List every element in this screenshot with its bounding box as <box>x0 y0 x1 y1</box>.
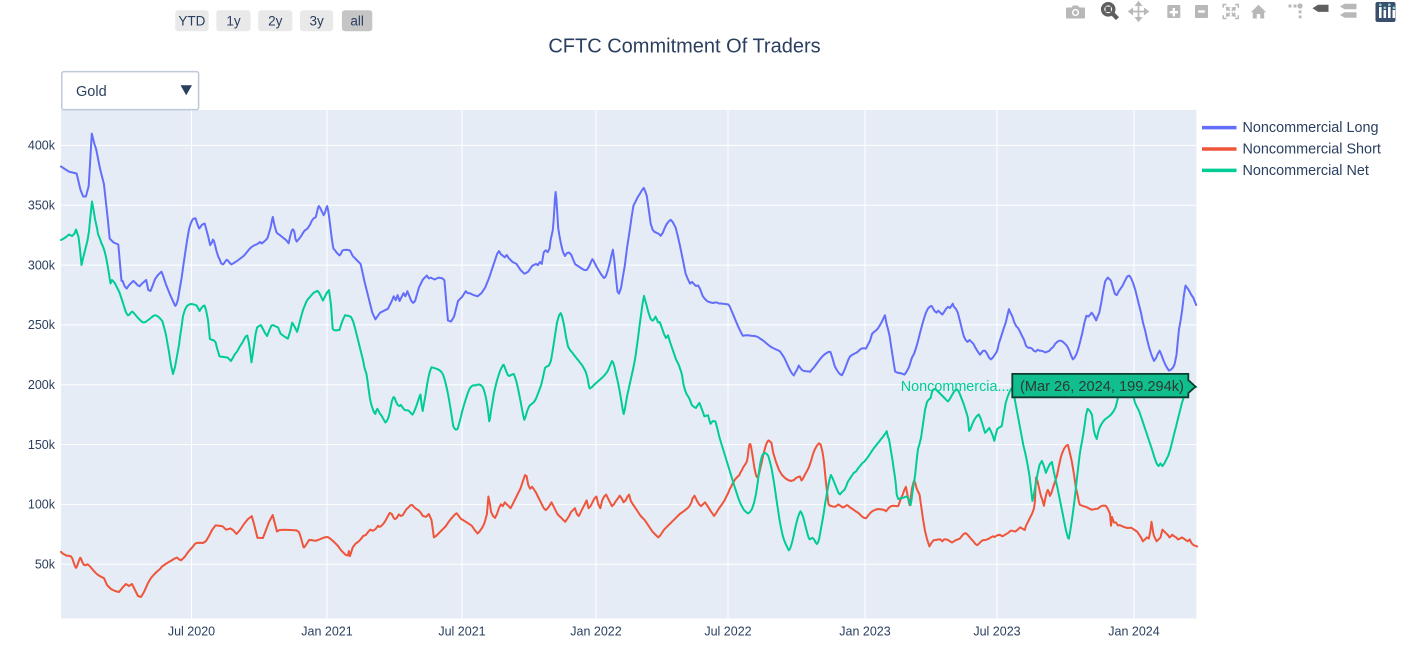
svg-text:50k: 50k <box>35 558 56 572</box>
svg-text:200k: 200k <box>28 378 56 392</box>
svg-text:250k: 250k <box>28 318 56 332</box>
svg-text:all: all <box>350 14 364 29</box>
svg-text:Jan 2021: Jan 2021 <box>301 625 352 639</box>
svg-text:Gold: Gold <box>76 84 107 100</box>
svg-text:2y: 2y <box>268 14 283 29</box>
svg-text:Noncommercia...: Noncommercia... <box>901 379 1010 395</box>
svg-text:100k: 100k <box>28 498 56 512</box>
svg-text:Noncommercial Short: Noncommercial Short <box>1243 142 1381 158</box>
svg-text:Noncommercial Long: Noncommercial Long <box>1243 120 1379 136</box>
svg-text:Jul 2023: Jul 2023 <box>973 625 1020 639</box>
svg-text:Jan 2022: Jan 2022 <box>570 625 621 639</box>
svg-text:350k: 350k <box>28 199 56 213</box>
svg-text:Jul 2021: Jul 2021 <box>438 625 485 639</box>
svg-text:1y: 1y <box>226 14 241 29</box>
svg-text:300k: 300k <box>28 258 56 272</box>
svg-text:Jan 2024: Jan 2024 <box>1108 625 1159 639</box>
svg-text:Jul 2022: Jul 2022 <box>704 625 751 639</box>
svg-text:Jan 2023: Jan 2023 <box>839 625 890 639</box>
svg-text:YTD: YTD <box>178 14 205 29</box>
svg-text:Noncommercial Net: Noncommercial Net <box>1243 163 1369 179</box>
svg-text:3y: 3y <box>309 14 324 29</box>
svg-text:CFTC Commitment Of Traders: CFTC Commitment Of Traders <box>548 36 820 58</box>
svg-text:150k: 150k <box>28 438 56 452</box>
svg-text:Jul 2020: Jul 2020 <box>168 625 215 639</box>
svg-text:400k: 400k <box>28 139 56 153</box>
svg-text:(Mar 26, 2024, 199.294k): (Mar 26, 2024, 199.294k) <box>1020 379 1184 395</box>
